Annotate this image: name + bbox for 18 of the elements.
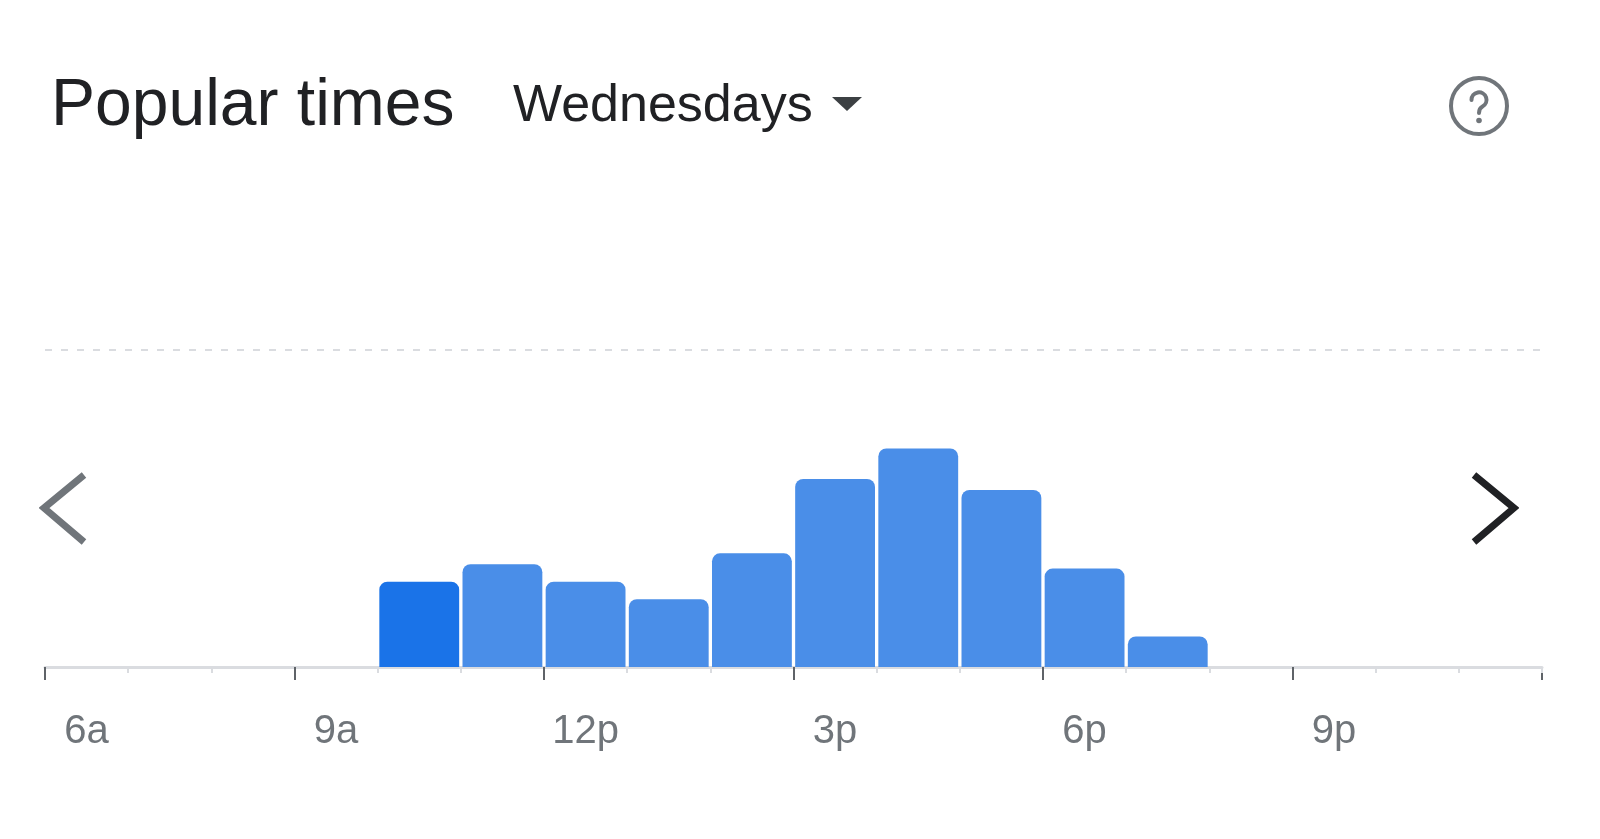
bar xyxy=(628,599,709,667)
x-tick-label: 12p xyxy=(552,707,619,751)
bar xyxy=(878,448,959,667)
x-tick-label: 3p xyxy=(812,707,858,751)
bar xyxy=(545,581,626,667)
bar xyxy=(462,564,543,667)
bar xyxy=(379,581,460,667)
bar xyxy=(712,553,792,667)
bar xyxy=(1127,636,1208,667)
x-tick-label: 9p xyxy=(1311,707,1357,751)
bar xyxy=(795,478,875,667)
bar xyxy=(1044,568,1125,667)
bar xyxy=(961,489,1042,667)
chart-subtitle: Wednesdays xyxy=(513,74,813,132)
x-tick-label: 6a xyxy=(64,707,110,751)
x-tick-label: 6p xyxy=(1062,707,1107,751)
chart-title: Popular times xyxy=(51,65,455,139)
x-tick-label: 9a xyxy=(313,707,360,751)
